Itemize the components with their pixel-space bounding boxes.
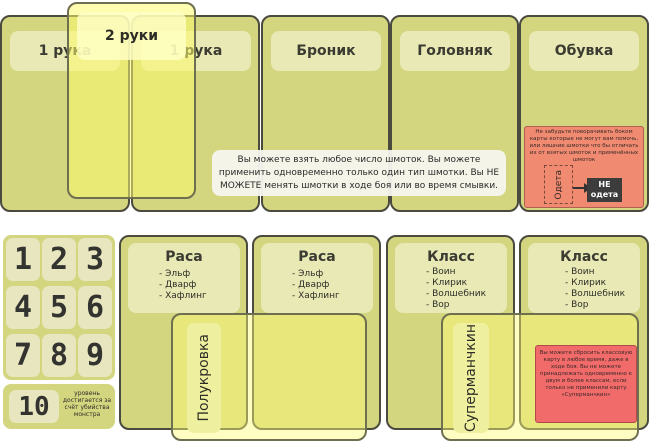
class-note-panel: Вы можете сбросить классовую карту в люб… — [535, 345, 637, 423]
level-digit: 9 — [85, 338, 105, 373]
super-munchkin-plate: Суперманчкин — [453, 323, 489, 433]
reminder-panel: Не забудьте поворачивать боком карты кот… — [524, 126, 644, 208]
class-list: Воин Клирик Волшебник Вор — [565, 267, 625, 311]
level-digit: 8 — [49, 338, 69, 373]
level-tile[interactable]: 1 — [6, 238, 40, 281]
equipment-note-text: Вы можете взять любое число шмоток. Вы м… — [218, 154, 500, 191]
class-item: Воин — [565, 267, 625, 278]
worn-label: Одета — [553, 169, 564, 200]
two-hands-overlay[interactable]: 2 руки — [67, 2, 196, 199]
level-digit: 2 — [49, 242, 69, 277]
race-list: Эльф Дварф Хафлинг — [159, 269, 207, 302]
slot-title-plate: Головняк — [400, 31, 510, 71]
level-ten-text: уровень достигается за счёт убийства мон… — [62, 390, 112, 418]
race-item: Дварф — [159, 280, 207, 291]
class-item: Вор — [426, 300, 486, 311]
race-title: Раса — [298, 249, 336, 265]
class-title: Класс — [427, 249, 475, 265]
super-munchkin-label: Суперманчкин — [463, 324, 479, 432]
class-title: Класс — [560, 249, 608, 265]
class-card-1[interactable]: Класс Воин Клирик Волшебник Вор — [386, 235, 515, 430]
half-breed-plate: Полукровка — [187, 323, 221, 433]
race-list: Эльф Дварф Хафлинг — [292, 269, 340, 302]
level-digit: 5 — [49, 290, 69, 325]
class-list: Воин Клирик Волшебник Вор — [426, 267, 486, 311]
race-item: Эльф — [159, 269, 207, 280]
reminder-text: Не забудьте поворачивать боком карты кот… — [529, 129, 639, 163]
half-breed-overlay[interactable]: Полукровка — [171, 313, 367, 441]
class-item: Волшебник — [565, 289, 625, 300]
equipment-note: Вы можете взять любое число шмоток. Вы м… — [212, 150, 506, 196]
half-breed-label: Полукровка — [196, 334, 212, 422]
level-tile[interactable]: 9 — [78, 334, 112, 377]
level-tile[interactable]: 2 — [42, 238, 76, 281]
level-tile[interactable]: 8 — [42, 334, 76, 377]
class-item: Клирик — [565, 278, 625, 289]
class-item: Клирик — [426, 278, 486, 289]
level-digit: 4 — [13, 290, 33, 325]
class-item: Воин — [426, 267, 486, 278]
race-item: Хафлинг — [292, 291, 340, 302]
not-worn-zone: НЕ одета — [587, 178, 622, 202]
level-ten-panel: 10 уровень достигается за счёт убийства … — [3, 384, 115, 429]
class-note-text: Вы можете сбросить классовую карту в люб… — [539, 350, 633, 398]
level-tile[interactable]: 3 — [78, 238, 112, 281]
class-item: Вор — [565, 300, 625, 311]
slot-title: Обувка — [554, 43, 614, 59]
level-tile[interactable]: 4 — [6, 286, 40, 329]
race-item: Дварф — [292, 280, 340, 291]
level-tile[interactable]: 7 — [6, 334, 40, 377]
race-title: Раса — [165, 249, 203, 265]
class-item: Волшебник — [426, 289, 486, 300]
race-item: Эльф — [292, 269, 340, 280]
level-digit: 6 — [85, 290, 105, 325]
race-item: Хафлинг — [159, 291, 207, 302]
level-tile[interactable]: 5 — [42, 286, 76, 329]
arrow-icon — [573, 187, 585, 189]
slot-title: Броник — [296, 43, 356, 59]
level-digit: 1 — [13, 242, 33, 277]
two-hands-label: 2 руки — [77, 12, 186, 60]
race-card-1[interactable]: Раса Эльф Дварф Хафлинг — [119, 235, 248, 430]
level-ten-digit: 10 — [18, 391, 50, 422]
level-digit: 3 — [85, 242, 105, 277]
level-ten-tile[interactable]: 10 — [9, 390, 59, 423]
slot-title-plate: Броник — [271, 31, 381, 71]
slot-title-plate: Обувка — [529, 31, 639, 71]
slot-title: Головняк — [417, 43, 493, 59]
not-worn-label: НЕ одета — [590, 180, 619, 199]
race-card-2[interactable]: Раса Эльф Дварф Хафлинг — [252, 235, 381, 430]
level-tile[interactable]: 6 — [78, 286, 112, 329]
level-digit: 7 — [13, 338, 33, 373]
worn-zone: Одета — [544, 165, 573, 204]
